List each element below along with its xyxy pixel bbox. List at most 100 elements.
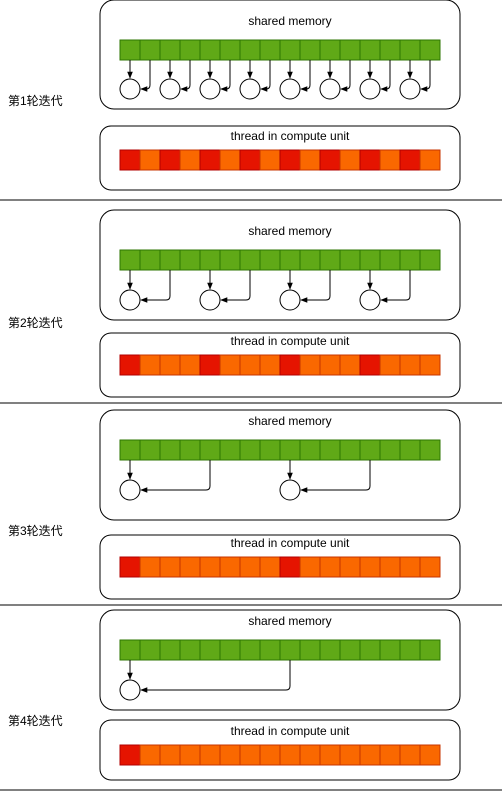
thread-cell [179, 556, 201, 578]
thread-cell [159, 354, 181, 376]
thread-cell-active [279, 354, 301, 376]
shared-memory-cell [419, 39, 441, 61]
elbow-arrow [300, 460, 371, 493]
elbow-arrow [180, 60, 191, 92]
shared-memory-cell [179, 639, 201, 661]
thread-cell [379, 149, 401, 171]
shared-memory-cell [379, 249, 401, 271]
thread-cell-active [399, 149, 421, 171]
result-circle [239, 78, 261, 100]
thread-cell-active [199, 149, 221, 171]
thread-cell [259, 744, 281, 766]
shared-memory-cell [119, 249, 141, 271]
thread-cell [299, 149, 321, 171]
shared-memory-cell [219, 439, 241, 461]
shared-memory-cell [159, 439, 181, 461]
thread-cell-active [359, 354, 381, 376]
elbow-arrow [380, 60, 391, 92]
shared-memory-cell [399, 39, 421, 61]
thread-cell [419, 149, 441, 171]
thread-cell [359, 744, 381, 766]
result-circle [199, 289, 221, 311]
thread-cell [139, 556, 161, 578]
thread-cell [199, 556, 221, 578]
shared-memory-cell [219, 39, 241, 61]
thread-cell [179, 149, 201, 171]
shared-memory-cell [379, 39, 401, 61]
shared-memory-cell [339, 439, 361, 461]
shared-memory-cell [419, 249, 441, 271]
elbow-arrow [300, 270, 331, 303]
result-circle [359, 78, 381, 100]
thread-cell [339, 354, 361, 376]
elbow-arrow [340, 60, 351, 92]
thread-cell [399, 354, 421, 376]
shared-memory-cell [339, 39, 361, 61]
thread-cell [219, 149, 241, 171]
result-circle [279, 479, 301, 501]
thread-cell-active [319, 149, 341, 171]
thread-cell-active [159, 149, 181, 171]
thread-cell-active [119, 744, 141, 766]
shared-memory-label: shared memory [248, 414, 331, 428]
thread-cell [419, 744, 441, 766]
shared-memory-cell [139, 249, 161, 271]
shared-memory-cell [399, 639, 421, 661]
elbow-arrow [300, 60, 311, 92]
shared-memory-cell [339, 249, 361, 271]
shared-memory-cell [199, 639, 221, 661]
thread-cell [219, 744, 241, 766]
shared-memory-cell [139, 439, 161, 461]
shared-memory-cell [279, 39, 301, 61]
thread-cell-active [199, 354, 221, 376]
result-circle [359, 289, 381, 311]
shared-memory-cell [179, 39, 201, 61]
result-circle [279, 289, 301, 311]
thread-cell [299, 744, 321, 766]
shared-memory-label: shared memory [248, 614, 331, 628]
thread-cells [119, 744, 441, 766]
shared-memory-cell [319, 39, 341, 61]
thread-cell [399, 556, 421, 578]
thread-cell [259, 556, 281, 578]
elbow-arrow [380, 270, 411, 303]
elbow-arrow [260, 60, 271, 92]
thread-cell [379, 556, 401, 578]
result-circle [399, 78, 421, 100]
shared-memory-cell [319, 639, 341, 661]
thread-cell-active [119, 556, 141, 578]
reduction-arrows [119, 460, 371, 501]
result-circle [119, 78, 141, 100]
shared-memory-cell [159, 39, 181, 61]
thread-cell [339, 744, 361, 766]
shared-memory-cell [279, 249, 301, 271]
shared-memory-cell [419, 439, 441, 461]
thread-cell-active [119, 149, 141, 171]
iteration-3: shared memory thread in compute unit 第3轮… [0, 409, 502, 606]
thread-cell [139, 744, 161, 766]
thread-cell [379, 354, 401, 376]
thread-cell [399, 744, 421, 766]
thread-cell [259, 354, 281, 376]
shared-memory-cell [279, 639, 301, 661]
thread-cells [119, 149, 441, 171]
shared-memory-cell [379, 439, 401, 461]
thread-cell [239, 744, 261, 766]
shared-memory-cell [359, 439, 381, 461]
shared-memory-cell [359, 39, 381, 61]
shared-memory-cells [119, 39, 441, 61]
iteration-1: shared memory thread in compute unit 第1轮… [0, 0, 502, 201]
thread-cell [419, 354, 441, 376]
shared-memory-cell [219, 249, 241, 271]
thread-cell [219, 556, 241, 578]
thread-cell-active [239, 149, 261, 171]
shared-memory-cell [359, 639, 381, 661]
shared-memory-cell [399, 249, 421, 271]
thread-cell [259, 149, 281, 171]
reduction-arrows [119, 270, 411, 311]
iteration-label: 第3轮迭代 [8, 524, 63, 538]
elbow-arrow [140, 460, 211, 493]
thread-cell [359, 556, 381, 578]
thread-cell [159, 744, 181, 766]
